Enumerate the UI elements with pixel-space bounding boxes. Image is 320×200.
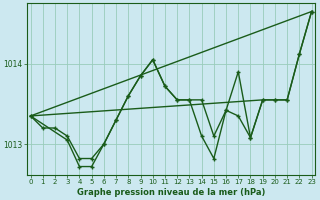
X-axis label: Graphe pression niveau de la mer (hPa): Graphe pression niveau de la mer (hPa) <box>77 188 265 197</box>
